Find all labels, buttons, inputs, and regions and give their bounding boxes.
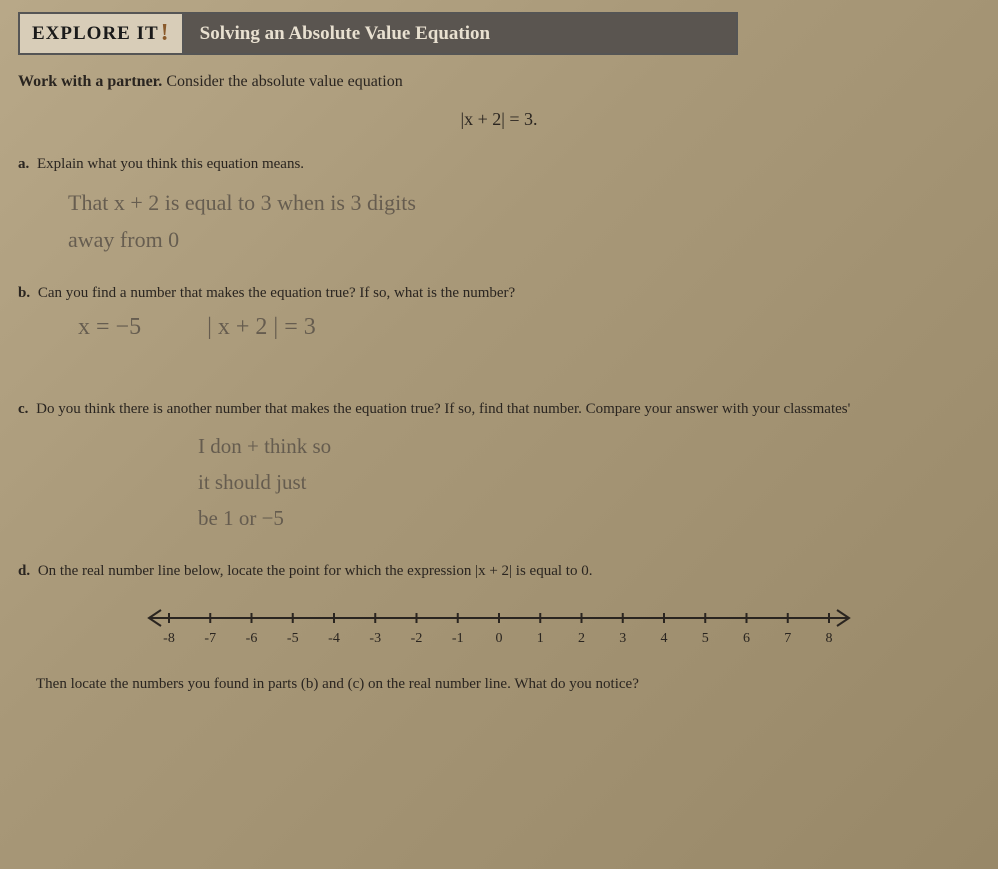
handwriting-c: I don + think so it should just be 1 or … [18,430,980,535]
explore-bang: ! [161,20,170,47]
label-b: b. [18,285,30,301]
text-d-pre: On the real number line below, locate th… [38,563,475,579]
explore-label: EXPLORE IT [32,23,159,45]
number-line: -8 -7 -6 -5 -4 -3 -2 -1 0 1 2 3 4 5 6 7 8 [139,598,859,654]
svg-text:-5: -5 [287,631,299,646]
intro-bold: Work with a partner. [18,73,162,90]
intro-text: Work with a partner. Consider the absolu… [18,73,980,91]
svg-text:-1: -1 [452,631,464,646]
text-b: Can you find a number that makes the equ… [38,285,515,301]
question-c: c. Do you think there is another number … [18,401,980,418]
text-d-post: is equal to 0. [512,563,592,579]
text-a: Explain what you think this equation mea… [37,156,304,172]
number-line-container: -8 -7 -6 -5 -4 -3 -2 -1 0 1 2 3 4 5 6 7 8 [18,598,980,654]
svg-text:-4: -4 [328,631,340,646]
hw-a-line1: That x + 2 is equal to 3 when is 3 digit… [68,185,980,220]
label-d: d. [18,563,30,579]
header-bar: EXPLORE IT! Solving an Absolute Value Eq… [18,12,738,55]
main-equation: |x + 2| = 3. [18,109,980,130]
svg-text:2: 2 [578,631,585,646]
svg-text:8: 8 [826,631,833,646]
label-c: c. [18,401,28,417]
hw-a-line2: away from 0 [68,222,980,257]
question-a: a. Explain what you think this equation … [18,156,980,173]
text-c: Do you think there is another number tha… [36,401,850,417]
svg-text:-7: -7 [204,631,216,646]
hw-c-line3: be 1 or −5 [198,502,980,536]
handwriting-a: That x + 2 is equal to 3 when is 3 digit… [18,185,980,257]
followup-text: Then locate the numbers you found in par… [18,676,980,693]
svg-text:3: 3 [619,631,626,646]
text-d-expr: |x + 2| [475,563,512,579]
svg-text:5: 5 [702,631,709,646]
hw-b-eq1: x = −5 [78,314,141,340]
svg-text:1: 1 [537,631,544,646]
svg-text:-3: -3 [369,631,381,646]
svg-text:7: 7 [784,631,791,646]
handwriting-b: x = −5 | x + 2 | = 3 [18,314,980,341]
explore-it-box: EXPLORE IT! [20,14,184,53]
svg-text:0: 0 [496,631,503,646]
svg-text:-8: -8 [163,631,175,646]
svg-text:4: 4 [661,631,668,646]
svg-text:-2: -2 [411,631,423,646]
hw-b-eq2: | x + 2 | = 3 [207,314,316,340]
lesson-title: Solving an Absolute Value Equation [184,14,736,53]
label-a: a. [18,156,29,172]
intro-rest: Consider the absolute value equation [162,73,402,90]
question-b: b. Can you find a number that makes the … [18,285,980,302]
hw-c-line2: it should just [198,466,980,500]
svg-text:-6: -6 [246,631,258,646]
hw-c-line1: I don + think so [198,430,980,464]
svg-text:6: 6 [743,631,750,646]
question-d: d. On the real number line below, locate… [18,563,980,580]
